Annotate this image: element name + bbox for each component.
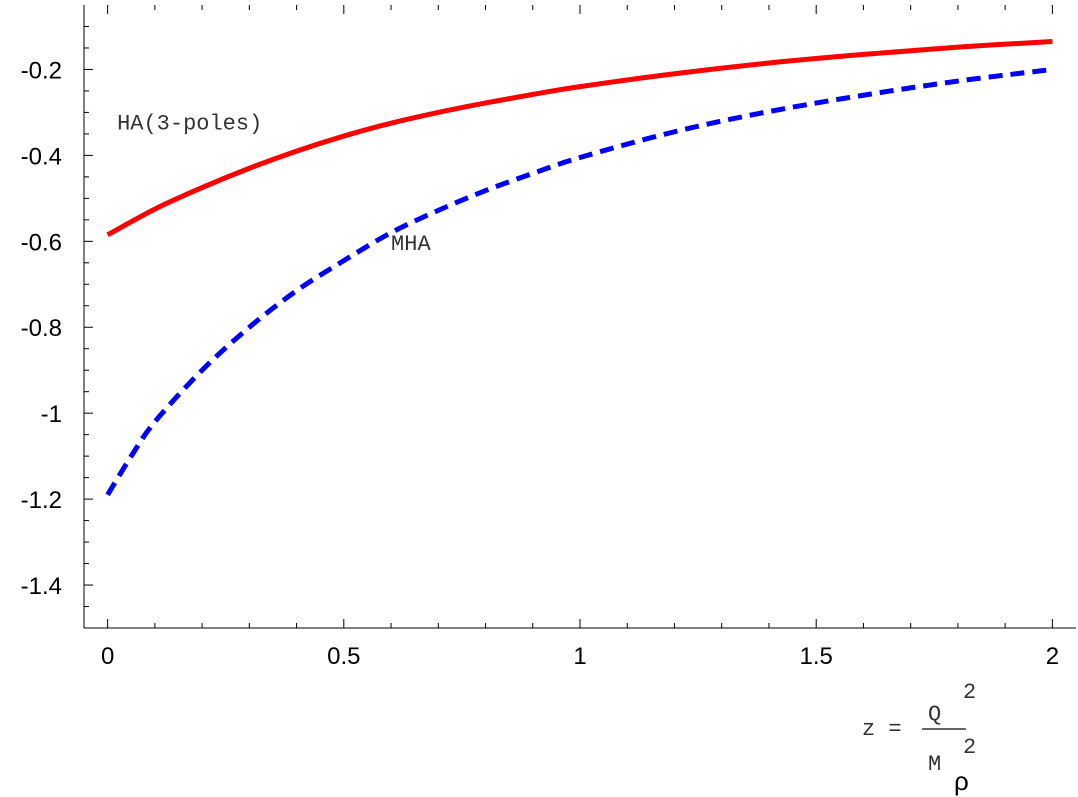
y-tick-label: -0.4 <box>21 143 62 170</box>
annotation-ha-3-poles: HA(3-poles) <box>117 112 262 137</box>
x-label-denominator-sub: ρ <box>954 766 969 796</box>
y-tick-label: -0.8 <box>21 315 62 342</box>
ticks: -0.2 -0.4 -0.6 -0.8 -1 -1.2 -1.4 0 0.5 1 1.5 2 <box>21 5 1059 670</box>
x-label-numerator-exp: 2 <box>963 680 976 705</box>
x-label-denominator-exp: 2 <box>963 735 976 760</box>
x-tick-label: 0.5 <box>327 643 360 670</box>
x-tick-label: 0 <box>101 643 114 670</box>
x-label-lhs: z = <box>862 717 902 742</box>
y-tick-label: -1.2 <box>21 487 62 514</box>
y-tick-label: -1 <box>41 401 62 428</box>
series-line-ha-3-poles <box>108 42 1053 235</box>
x-label-numerator: Q <box>928 702 941 727</box>
annotation-mha: MHA <box>391 232 431 257</box>
y-tick-label: -0.2 <box>21 57 62 84</box>
x-tick-label: 2 <box>1046 643 1059 670</box>
x-axis-label: z = Q 2 M 2 ρ <box>862 680 976 796</box>
x-label-denominator: M <box>928 752 941 777</box>
axes <box>84 5 1076 628</box>
x-tick-label: 1 <box>573 643 586 670</box>
x-tick-label: 1.5 <box>800 643 833 670</box>
y-tick-label: -0.6 <box>21 229 62 256</box>
y-tick-label: -1.4 <box>21 573 62 600</box>
series-group <box>108 42 1053 495</box>
